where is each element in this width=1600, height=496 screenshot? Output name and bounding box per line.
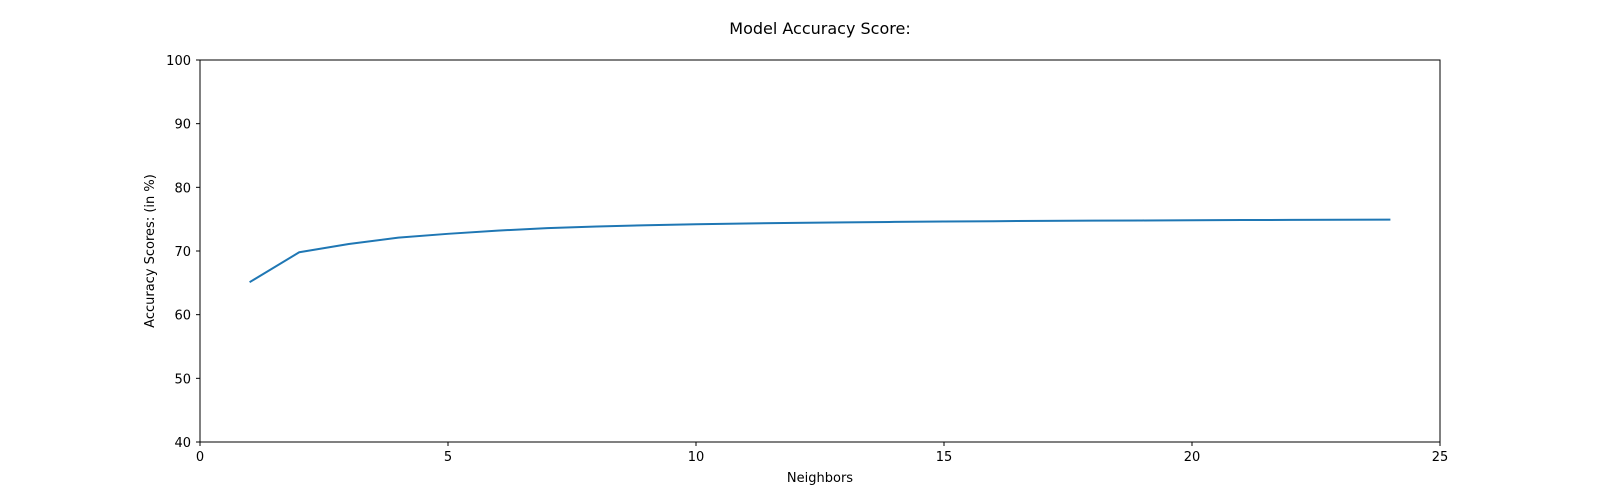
y-tick-label: 60 xyxy=(174,309,191,324)
y-tick-label: 40 xyxy=(174,436,191,451)
y-tick-label: 100 xyxy=(166,54,191,69)
y-tick-label: 90 xyxy=(174,118,191,133)
chart-title: Model Accuracy Score: xyxy=(729,19,910,38)
y-axis-label: Accuracy Scores: (in %) xyxy=(143,174,158,328)
series-line-0 xyxy=(249,218,1391,284)
x-tick-label: 10 xyxy=(688,450,705,465)
series-layer xyxy=(249,218,1391,284)
y-tick-label: 80 xyxy=(174,181,191,196)
x-axis-ticks: 0 5 10 15 20 25 xyxy=(196,442,1448,465)
y-axis-ticks: 40 50 60 70 80 90 100 xyxy=(166,54,200,451)
x-tick-label: 0 xyxy=(196,450,204,465)
x-tick-label: 15 xyxy=(936,450,953,465)
y-tick-label: 70 xyxy=(174,245,191,260)
plot-area-frame xyxy=(199,59,1441,443)
x-tick-label: 20 xyxy=(1184,450,1201,465)
x-tick-label: 25 xyxy=(1432,450,1449,465)
x-tick-label: 5 xyxy=(444,450,452,465)
y-tick-label: 50 xyxy=(174,372,191,387)
x-axis-label: Neighbors xyxy=(787,471,853,486)
